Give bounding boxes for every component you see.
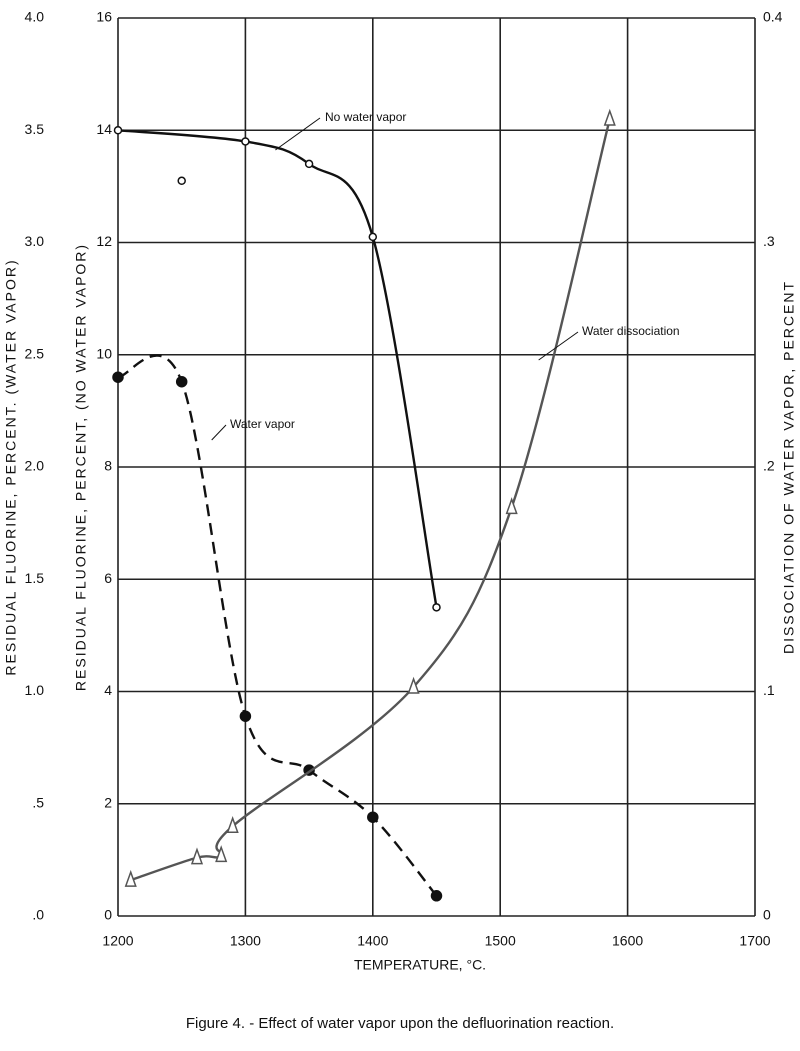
y-tick-label: 14 (96, 121, 112, 137)
y2-tick-label: .2 (763, 458, 775, 474)
point (190, 847, 204, 865)
point (112, 371, 124, 383)
chart-title: Figure 4. - Effect of water vapor upon t… (186, 1015, 614, 1032)
point (239, 710, 252, 722)
y-tick-label: 12 (96, 233, 112, 249)
point (304, 159, 314, 169)
point (124, 869, 137, 887)
point (226, 815, 239, 833)
y2-axis-title: DISSOCIATION OF WATER VAPOR, PERCENT (781, 280, 797, 654)
point (367, 811, 379, 823)
y3-tick-label: 1.0 (25, 682, 45, 698)
point (368, 232, 378, 242)
annotation: No water vapor (325, 110, 406, 124)
point (113, 126, 123, 135)
annotation: Water vapor (230, 417, 295, 431)
x-tick-label: 1500 (485, 933, 516, 949)
point (177, 176, 186, 186)
y-tick-label: 6 (104, 570, 112, 586)
series-line (130, 118, 611, 882)
y3-tick-label: 4.0 (25, 9, 45, 25)
point (430, 890, 443, 902)
y3-tick-label: 3.0 (25, 233, 45, 249)
y-tick-label: 0 (104, 907, 112, 923)
y3-tick-label: 2.0 (25, 458, 45, 474)
annotation-leader (538, 331, 579, 361)
y-tick-label: 8 (104, 458, 112, 474)
y2-tick-label: .1 (763, 682, 775, 698)
annotation-leader (275, 117, 321, 151)
y-axis-title: RESIDUAL FLUORINE, PERCENT, (NO WATER VA… (73, 243, 89, 691)
x-tick-label: 1300 (230, 933, 261, 949)
annotation: Water dissociation (582, 324, 680, 338)
y2-tick-label: .3 (763, 233, 775, 249)
y-tick-label: 16 (96, 9, 112, 25)
series-line (117, 129, 438, 608)
point (407, 676, 420, 694)
y-tick-label: 10 (96, 345, 112, 361)
y2-tick-label: 0 (763, 907, 771, 923)
point (175, 375, 188, 388)
x-tick-label: 1200 (102, 933, 133, 949)
point (432, 603, 441, 612)
series-line (117, 354, 438, 897)
point (215, 845, 228, 863)
y3-tick-label: 3.5 (25, 121, 45, 137)
y-tick-label: 4 (104, 682, 112, 698)
x-tick-label: 1700 (739, 933, 770, 949)
x-tick-label: 1400 (357, 933, 388, 949)
point (603, 108, 616, 126)
y3-axis-title: RESIDUAL FLUORINE, PERCENT. (WATER VAPOR… (3, 258, 19, 675)
y-tick-label: 2 (104, 794, 112, 810)
point (505, 497, 518, 515)
y3-tick-label: 2.5 (25, 345, 45, 361)
x-axis-title: TEMPERATURE, °C. (354, 957, 486, 973)
point (241, 137, 250, 146)
y3-tick-label: .0 (32, 907, 44, 923)
y3-tick-label: .5 (32, 794, 44, 810)
y3-tick-label: 1.5 (25, 570, 45, 586)
annotation-leader (211, 424, 227, 441)
x-tick-label: 1600 (612, 933, 643, 949)
y2-tick-label: 0.4 (763, 9, 783, 25)
